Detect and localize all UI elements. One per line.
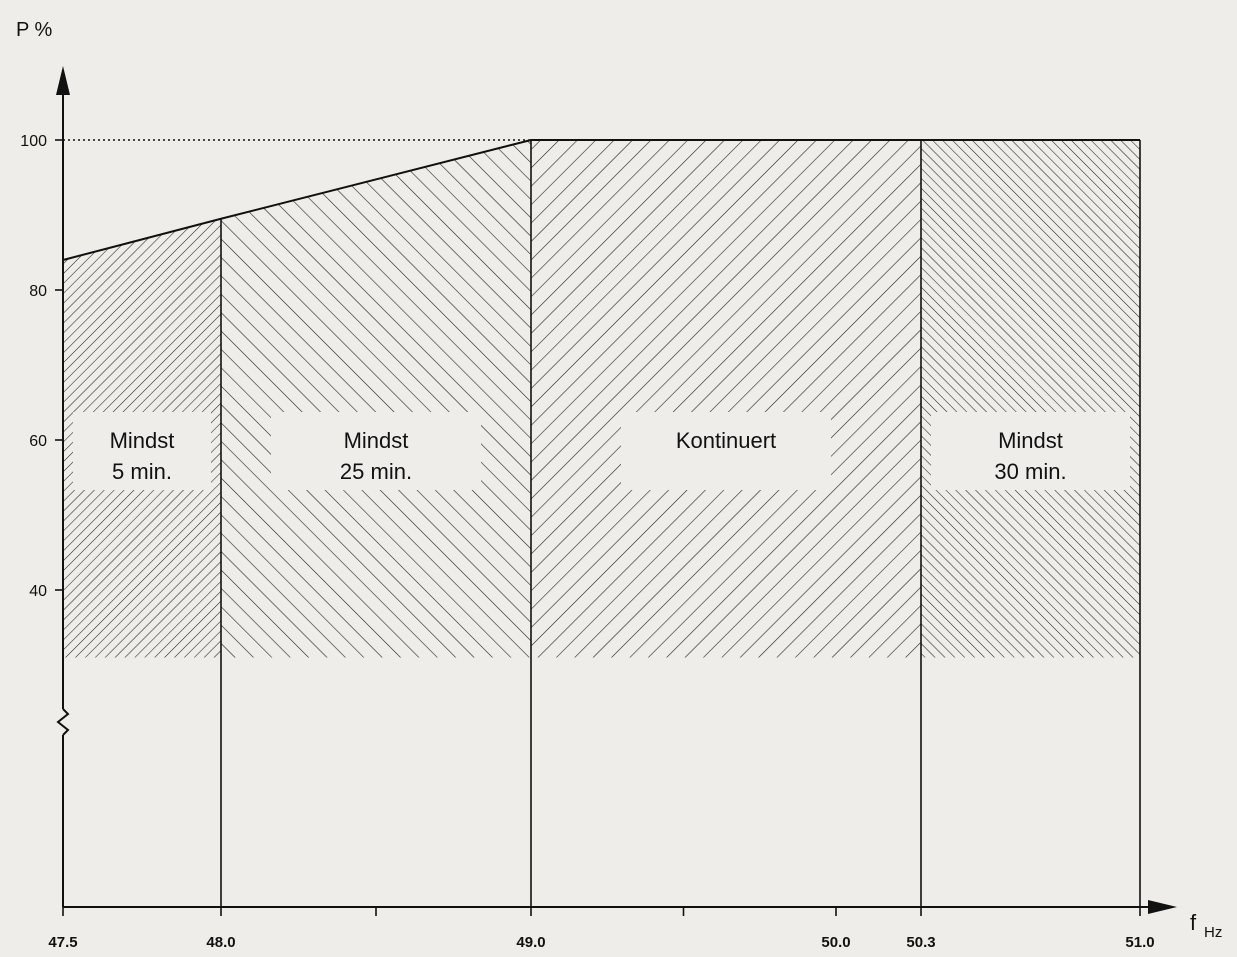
x-axis-unit: Hz	[1204, 924, 1222, 941]
x-tick-label-50-0: 50.0	[821, 934, 850, 951]
y-tick-label-40: 40	[29, 583, 47, 600]
x-axis-title: f	[1190, 910, 1197, 935]
region-4-label-box	[931, 412, 1130, 490]
y-axis-break-icon	[56, 708, 70, 736]
region-2-label-line-1: Mindst	[344, 428, 409, 453]
region-4-label-line-1: Mindst	[998, 428, 1063, 453]
x-tick-label-48-0: 48.0	[206, 934, 235, 951]
region-4-label-line-2: 30 min.	[994, 459, 1066, 484]
region-3-hatch	[531, 140, 921, 658]
x-tick-label-51-0: 51.0	[1125, 934, 1154, 951]
region-2-label-box	[271, 412, 481, 490]
y-axis-arrow-icon	[56, 66, 70, 95]
power-limit-line	[62, 139, 1140, 261]
x-tick-label-47-5: 47.5	[48, 934, 77, 951]
x-axis-arrow-icon	[1148, 900, 1177, 914]
region-3-label-line-1: Kontinuert	[676, 428, 776, 453]
y-tick-label-100: 100	[20, 133, 47, 150]
y-axis-title: P %	[16, 19, 53, 41]
x-tick-label-49-0: 49.0	[516, 934, 545, 951]
region-1-label-line-1: Mindst	[110, 428, 175, 453]
region-3-label-box	[621, 412, 831, 490]
x-tick-label-50-3: 50.3	[906, 934, 935, 951]
y-tick-label-80: 80	[29, 283, 47, 300]
region-2-label-line-2: 25 min.	[340, 459, 412, 484]
region-1-label-line-2: 5 min.	[112, 459, 172, 484]
y-tick-label-60: 60	[29, 433, 47, 450]
region-4-hatch	[921, 140, 1140, 658]
region-1-label-box	[73, 412, 211, 490]
region-2-hatch	[221, 140, 531, 658]
